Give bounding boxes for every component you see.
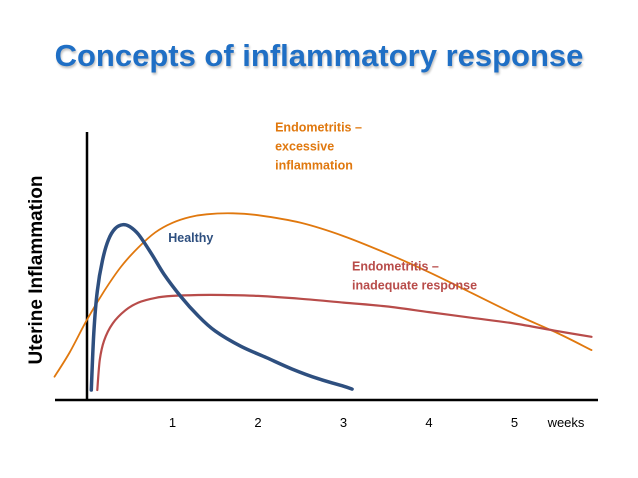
annotation-healthy: Healthy bbox=[168, 231, 213, 245]
annotation-excessive: Endometritis – excessive inflammation bbox=[275, 121, 362, 173]
x-tick-label: 1 bbox=[169, 415, 176, 430]
x-tick-label: 5 bbox=[511, 415, 518, 430]
series-line-inadequate bbox=[96, 293, 593, 392]
x-tick-label: 2 bbox=[254, 415, 261, 430]
y-axis-label: Uterine Inflammation bbox=[26, 176, 47, 365]
x-tick-label: 3 bbox=[340, 415, 347, 430]
x-axis-label: weeks bbox=[547, 415, 585, 430]
x-tick-labels: 1 2 3 4 5 bbox=[169, 415, 518, 430]
series-line-healthy bbox=[89, 222, 354, 392]
slide-title: Concepts of inflammatory response bbox=[54, 38, 584, 73]
annotation-inadequate: Endometritis – inadequate response bbox=[352, 259, 477, 292]
chart-axes bbox=[55, 132, 598, 402]
x-tick-label: 4 bbox=[425, 415, 432, 430]
series-line-excessive bbox=[53, 212, 593, 378]
series-lines bbox=[53, 212, 593, 392]
series-annotations: Endometritis – excessive inflammation Healt… bbox=[168, 121, 477, 293]
